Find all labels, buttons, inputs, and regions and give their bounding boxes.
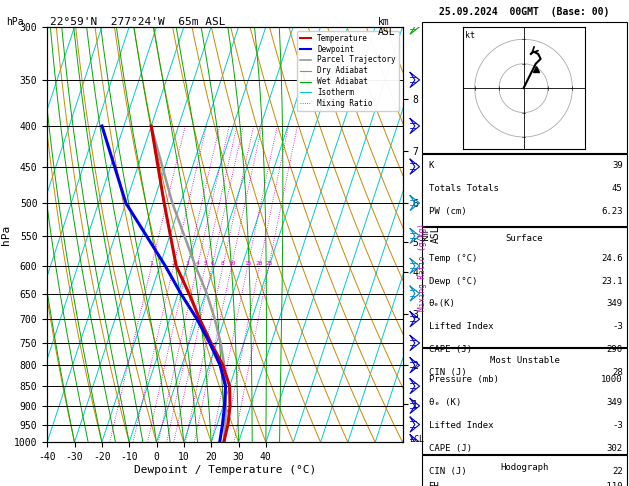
Text: CIN (J): CIN (J) xyxy=(428,368,466,377)
Text: -110: -110 xyxy=(601,482,623,486)
Text: Pressure (mb): Pressure (mb) xyxy=(428,375,498,384)
Text: 25.09.2024  00GMT  (Base: 00): 25.09.2024 00GMT (Base: 00) xyxy=(440,7,610,17)
Y-axis label: hPa: hPa xyxy=(1,225,11,244)
Text: Lifted Index: Lifted Index xyxy=(428,421,493,430)
Bar xyxy=(422,154,627,226)
Bar xyxy=(422,22,627,153)
Bar xyxy=(422,455,627,486)
Text: ASL: ASL xyxy=(377,27,395,37)
Bar xyxy=(422,348,627,454)
Text: 349: 349 xyxy=(606,299,623,308)
Text: 39: 39 xyxy=(612,161,623,171)
Text: Most Unstable: Most Unstable xyxy=(489,356,560,365)
Text: CAPE (J): CAPE (J) xyxy=(428,444,472,452)
Text: θₑ (K): θₑ (K) xyxy=(428,398,461,407)
Text: 4: 4 xyxy=(196,261,199,266)
Text: 24.6: 24.6 xyxy=(601,254,623,262)
Text: 6.23: 6.23 xyxy=(601,207,623,216)
Text: PW (cm): PW (cm) xyxy=(428,207,466,216)
Text: 20: 20 xyxy=(256,261,263,266)
Text: 22°59'N  277°24'W  65m ASL: 22°59'N 277°24'W 65m ASL xyxy=(50,17,226,27)
Text: Mixing Ratio (g/kg): Mixing Ratio (g/kg) xyxy=(418,224,427,311)
Text: CIN (J): CIN (J) xyxy=(428,467,466,475)
Text: -3: -3 xyxy=(612,322,623,331)
Text: 290: 290 xyxy=(606,345,623,354)
Text: θₑ(K): θₑ(K) xyxy=(428,299,455,308)
Text: 5: 5 xyxy=(204,261,208,266)
Text: -3: -3 xyxy=(612,421,623,430)
Text: Lifted Index: Lifted Index xyxy=(428,322,493,331)
Bar xyxy=(422,227,627,347)
Text: 6: 6 xyxy=(210,261,214,266)
Text: Dewp (°C): Dewp (°C) xyxy=(428,277,477,285)
Legend: Temperature, Dewpoint, Parcel Trajectory, Dry Adiabat, Wet Adiabat, Isotherm, Mi: Temperature, Dewpoint, Parcel Trajectory… xyxy=(297,31,399,111)
Text: K: K xyxy=(428,161,434,171)
Text: 1: 1 xyxy=(150,261,153,266)
Text: Totals Totals: Totals Totals xyxy=(428,184,498,193)
Text: Temp (°C): Temp (°C) xyxy=(428,254,477,262)
Y-axis label: km
ASL: km ASL xyxy=(420,226,441,243)
Text: LCL: LCL xyxy=(409,435,425,444)
Text: Hodograph: Hodograph xyxy=(501,463,548,472)
Text: 8: 8 xyxy=(221,261,225,266)
Text: 302: 302 xyxy=(606,444,623,452)
Text: 22: 22 xyxy=(612,467,623,475)
Text: Surface: Surface xyxy=(506,234,543,243)
X-axis label: Dewpoint / Temperature (°C): Dewpoint / Temperature (°C) xyxy=(134,465,316,475)
Text: 349: 349 xyxy=(606,398,623,407)
Text: km: km xyxy=(377,17,389,27)
Text: EH: EH xyxy=(428,482,439,486)
Text: 2: 2 xyxy=(172,261,175,266)
Text: kt: kt xyxy=(465,31,475,40)
Text: CAPE (J): CAPE (J) xyxy=(428,345,472,354)
Text: hPa: hPa xyxy=(6,17,24,27)
Text: 1000: 1000 xyxy=(601,375,623,384)
Text: 25: 25 xyxy=(265,261,272,266)
Text: 15: 15 xyxy=(244,261,252,266)
Text: 23.1: 23.1 xyxy=(601,277,623,285)
Text: 45: 45 xyxy=(612,184,623,193)
Text: 10: 10 xyxy=(228,261,235,266)
Text: 3: 3 xyxy=(186,261,189,266)
Text: 28: 28 xyxy=(612,368,623,377)
